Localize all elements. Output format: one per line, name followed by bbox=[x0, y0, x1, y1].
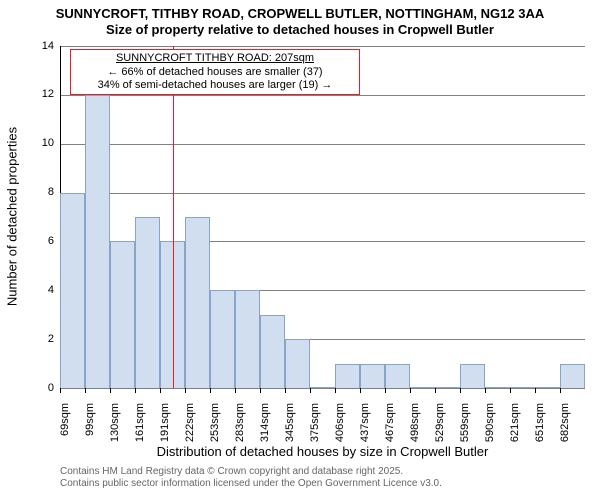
y-tick-label: 8 bbox=[24, 186, 54, 198]
x-tick-mark bbox=[260, 388, 261, 393]
x-tick-mark bbox=[310, 388, 311, 393]
gridline bbox=[60, 193, 585, 194]
x-tick-mark bbox=[110, 388, 111, 393]
y-tick-label: 6 bbox=[24, 235, 54, 247]
histogram-bar bbox=[235, 290, 260, 388]
x-tick-mark bbox=[460, 388, 461, 393]
x-tick-label: 191sqm bbox=[159, 403, 171, 473]
x-tick-mark bbox=[210, 388, 211, 393]
callout-title: SUNNYCROFT TITHBY ROAD: 207sqm bbox=[116, 52, 314, 64]
histogram-bar bbox=[60, 193, 85, 388]
histogram-bar bbox=[135, 217, 160, 388]
histogram-bar bbox=[435, 387, 460, 388]
x-tick-mark bbox=[285, 388, 286, 393]
x-tick-label: 437sqm bbox=[359, 403, 371, 473]
x-tick-mark bbox=[85, 388, 86, 393]
histogram-bar bbox=[460, 364, 485, 388]
x-tick-label: 621sqm bbox=[509, 403, 521, 473]
x-tick-label: 283sqm bbox=[234, 403, 246, 473]
histogram-bar bbox=[560, 364, 585, 388]
histogram-bar bbox=[535, 387, 560, 388]
histogram-bar bbox=[285, 339, 310, 388]
histogram-bar bbox=[185, 217, 210, 388]
property-callout: SUNNYCROFT TITHBY ROAD: 207sqm ← 66% of d… bbox=[70, 49, 360, 95]
x-tick-label: 161sqm bbox=[134, 403, 146, 473]
y-tick-label: 10 bbox=[24, 137, 54, 149]
y-tick-label: 14 bbox=[24, 40, 54, 52]
x-tick-mark bbox=[485, 388, 486, 393]
gridline bbox=[60, 144, 585, 145]
y-axis-label: Number of detached properties bbox=[5, 117, 20, 317]
x-tick-label: 69sqm bbox=[59, 403, 71, 473]
property-marker-line bbox=[173, 46, 174, 388]
histogram-bar bbox=[510, 387, 535, 388]
histogram-bar bbox=[260, 315, 285, 388]
histogram-bar bbox=[335, 364, 360, 388]
x-tick-label: 682sqm bbox=[559, 403, 571, 473]
x-tick-label: 406sqm bbox=[334, 403, 346, 473]
x-tick-label: 467sqm bbox=[384, 403, 396, 473]
x-tick-mark bbox=[560, 388, 561, 393]
histogram-bar bbox=[110, 241, 135, 388]
callout-larger: 34% of semi-detached houses are larger (… bbox=[98, 79, 333, 91]
x-tick-mark bbox=[160, 388, 161, 393]
footer-line2: Contains public sector information licen… bbox=[60, 478, 442, 489]
histogram-bar bbox=[410, 387, 435, 388]
histogram-bar bbox=[485, 387, 510, 388]
x-tick-mark bbox=[135, 388, 136, 393]
y-tick-label: 4 bbox=[24, 284, 54, 296]
histogram-bar bbox=[85, 95, 110, 388]
x-tick-label: 345sqm bbox=[284, 403, 296, 473]
x-tick-label: 130sqm bbox=[109, 403, 121, 473]
title-line1: SUNNYCROFT, TITHBY ROAD, CROPWELL BUTLER… bbox=[56, 6, 544, 21]
x-tick-mark bbox=[535, 388, 536, 393]
x-tick-mark bbox=[60, 388, 61, 393]
chart-title: SUNNYCROFT, TITHBY ROAD, CROPWELL BUTLER… bbox=[0, 0, 600, 39]
y-tick-label: 12 bbox=[24, 88, 54, 100]
histogram-bar bbox=[310, 387, 335, 388]
x-tick-mark bbox=[435, 388, 436, 393]
x-tick-label: 529sqm bbox=[434, 403, 446, 473]
x-tick-label: 498sqm bbox=[409, 403, 421, 473]
x-tick-label: 590sqm bbox=[484, 403, 496, 473]
y-tick-label: 0 bbox=[24, 382, 54, 394]
gridline bbox=[60, 46, 585, 47]
title-line2: Size of property relative to detached ho… bbox=[106, 22, 494, 37]
y-tick-label: 2 bbox=[24, 333, 54, 345]
callout-smaller: ← 66% of detached houses are smaller (37… bbox=[107, 66, 322, 78]
plot-area: SUNNYCROFT TITHBY ROAD: 207sqm ← 66% of d… bbox=[60, 46, 585, 388]
x-tick-mark bbox=[360, 388, 361, 393]
x-tick-label: 253sqm bbox=[209, 403, 221, 473]
histogram-bar bbox=[360, 364, 385, 388]
x-tick-mark bbox=[385, 388, 386, 393]
x-tick-mark bbox=[335, 388, 336, 393]
x-tick-mark bbox=[185, 388, 186, 393]
x-tick-mark bbox=[410, 388, 411, 393]
gridline bbox=[60, 95, 585, 96]
x-tick-mark bbox=[235, 388, 236, 393]
x-tick-label: 651sqm bbox=[534, 403, 546, 473]
histogram-bar bbox=[210, 290, 235, 388]
x-tick-label: 559sqm bbox=[459, 403, 471, 473]
gridline bbox=[60, 388, 585, 389]
x-tick-label: 375sqm bbox=[309, 403, 321, 473]
x-tick-mark bbox=[510, 388, 511, 393]
x-tick-label: 222sqm bbox=[184, 403, 196, 473]
histogram-bar bbox=[385, 364, 410, 388]
x-tick-label: 99sqm bbox=[84, 403, 96, 473]
x-tick-label: 314sqm bbox=[259, 403, 271, 473]
